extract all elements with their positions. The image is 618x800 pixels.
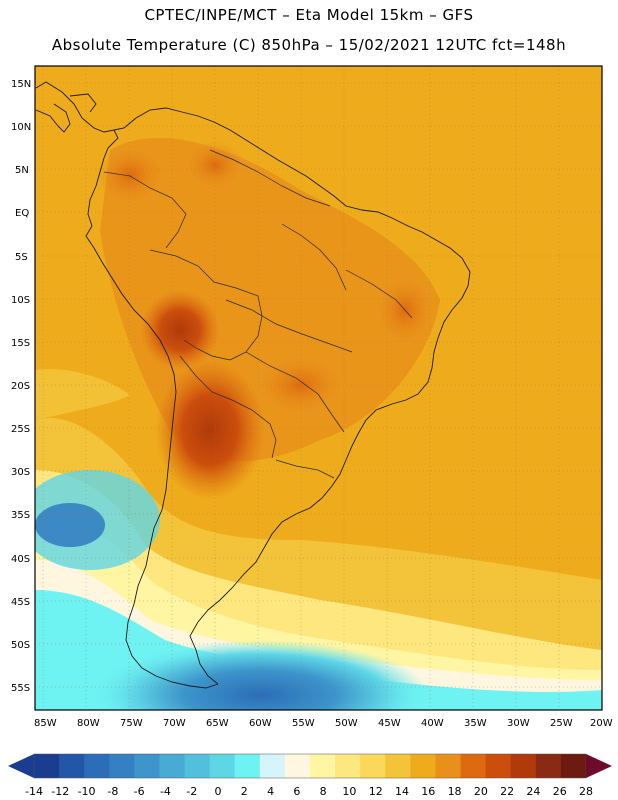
longitude-labels: 85W 80W 75W 70W 65W 60W 55W 50W 45W 40W … <box>34 718 613 729</box>
colorbar-cell <box>34 754 60 778</box>
lon-label: 75W <box>120 718 143 729</box>
colorbar-cell <box>134 754 160 778</box>
lat-label: 5N <box>15 165 29 176</box>
colorbar-cell <box>535 754 562 778</box>
map-frame <box>34 65 603 711</box>
map-gridlines <box>35 66 602 710</box>
colorbar-cell <box>485 754 512 778</box>
map-title: CPTEC/INPE/MCT – Eta Model 15km – GFS <box>144 6 474 24</box>
lon-label: 30W <box>507 718 530 729</box>
colorbar-tick-label: 0 <box>215 785 222 798</box>
lon-label: 55W <box>292 718 315 729</box>
colorbar-tick-label: 18 <box>448 785 462 798</box>
lat-label: 5S <box>15 252 28 263</box>
colorbar: -14 -12 -10 -8 -6 -4 -2 0 2 4 6 8 10 12 14 16 18 20 22 24 26… <box>8 753 612 798</box>
temperature-field <box>35 66 602 710</box>
colorbar-tick-label: 24 <box>526 785 540 798</box>
colorbar-tick-label: 8 <box>320 785 327 798</box>
colorbar-cell <box>510 754 537 778</box>
lon-label: 35W <box>464 718 487 729</box>
map-subtitle: Absolute Temperature (C) 850hPa – 15/02/… <box>51 36 567 54</box>
colorbar-tick-label: 20 <box>474 785 488 798</box>
colorbar-cell <box>284 754 311 778</box>
colorbar-tick-label: 2 <box>241 785 248 798</box>
colorbar-tick-label: 12 <box>369 785 383 798</box>
colorbar-cell <box>435 754 462 778</box>
colorbar-cell <box>59 754 85 778</box>
lon-label: 20W <box>590 718 613 729</box>
colorbar-tick-label: -2 <box>186 785 197 798</box>
colorbar-tick-label: -12 <box>51 785 69 798</box>
lon-label: 70W <box>163 718 186 729</box>
colorbar-tick-label: 28 <box>579 785 593 798</box>
colorbar-cell <box>84 754 110 778</box>
colorbar-cell <box>460 754 487 778</box>
colorbar-cell <box>159 754 186 778</box>
colorbar-cell <box>184 754 211 778</box>
lat-label: 55S <box>11 683 30 694</box>
lon-label: 25W <box>550 718 573 729</box>
colorbar-cell <box>560 754 587 778</box>
lat-label: 15N <box>11 79 31 90</box>
colorbar-cell <box>335 754 361 778</box>
colorbar-tick-label: -10 <box>78 785 96 798</box>
lon-label: 80W <box>77 718 100 729</box>
colorbar-tick-label: -14 <box>25 785 43 798</box>
lon-label: 85W <box>34 718 57 729</box>
colorbar-tick-label: -6 <box>134 785 145 798</box>
colorbar-cell <box>234 754 261 778</box>
lon-label: 60W <box>249 718 272 729</box>
colorbar-tick-label: 4 <box>267 785 274 798</box>
colorbar-tick-label: -4 <box>160 785 171 798</box>
colorbar-tick-label: 14 <box>395 785 409 798</box>
lat-label: EQ <box>15 208 29 219</box>
colorbar-tick-label: 10 <box>342 785 356 798</box>
lat-label: 50S <box>11 640 30 651</box>
country-borders <box>103 149 413 479</box>
colorbar-cell <box>410 754 436 778</box>
lat-label: 30S <box>11 467 30 478</box>
lat-label: 45S <box>11 597 30 608</box>
lat-label: 10S <box>11 295 30 306</box>
colorbar-tick-label: -8 <box>107 785 118 798</box>
colorbar-cell <box>385 754 411 778</box>
colorbar-low-arrow <box>8 754 34 778</box>
latitude-labels: 15N 10N 5N EQ 5S 10S 15S 20S 25S 30S 35S… <box>11 79 31 694</box>
lat-label: 40S <box>11 554 30 565</box>
colorbar-tick-label: 22 <box>500 785 514 798</box>
lat-label: 35S <box>11 510 30 521</box>
lon-label: 40W <box>421 718 444 729</box>
lon-label: 50W <box>335 718 358 729</box>
lon-label: 45W <box>378 718 401 729</box>
colorbar-cell <box>209 754 236 778</box>
lat-label: 10N <box>11 122 31 133</box>
lat-label: 20S <box>11 381 30 392</box>
colorbar-cell <box>259 754 286 778</box>
colorbar-cell <box>109 754 135 778</box>
lon-label: 65W <box>206 718 229 729</box>
coastline <box>35 81 471 689</box>
colorbar-cell <box>360 754 386 778</box>
lat-label: 25S <box>11 424 30 435</box>
colorbar-high-arrow <box>586 754 612 778</box>
lat-label: 15S <box>11 338 30 349</box>
colorbar-cell <box>310 754 336 778</box>
colorbar-tick-label: 16 <box>421 785 435 798</box>
colorbar-tick-label: 6 <box>293 785 300 798</box>
colorbar-tick-label: 26 <box>553 785 567 798</box>
